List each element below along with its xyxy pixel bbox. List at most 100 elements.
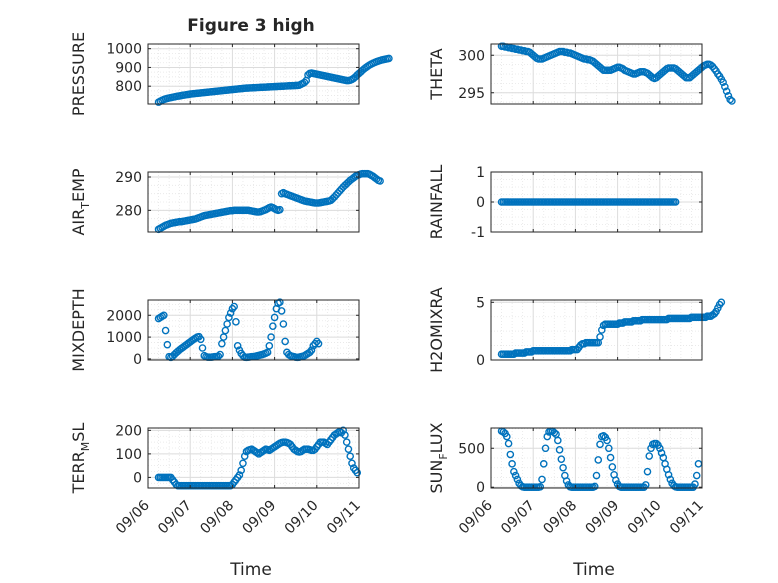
- data-point: [503, 432, 511, 441]
- data-point: [499, 428, 508, 436]
- data-point: [592, 471, 601, 480]
- subplot-right-2: -1 0 1 RAINFALL: [427, 165, 703, 241]
- y-axis-label-main: H2OMIXRA: [427, 287, 446, 373]
- y-axis-label-main: THETA: [427, 48, 446, 100]
- x-tick-label: 09/11: [324, 498, 364, 538]
- data-point: [307, 346, 316, 354]
- y-tick-label: 900: [115, 60, 142, 76]
- data-point: [554, 436, 562, 445]
- data-point: [216, 350, 224, 359]
- x-axis-label-left: Time: [229, 560, 272, 580]
- y-axis-label: RAINFALL: [427, 165, 446, 240]
- y-axis-label: TERRMSL: [69, 423, 92, 495]
- data-point: [267, 333, 275, 341]
- figure-title: Figure 3 high: [187, 16, 315, 36]
- y-tick-label: 0: [476, 195, 485, 211]
- subplot-left-3: 0 1000 2000 MIXDEPTH: [69, 288, 360, 372]
- data-point: [722, 87, 731, 96]
- data-point: [666, 475, 675, 484]
- y-tick-label: 800: [115, 79, 142, 95]
- y-axis-label-rest: EMP: [69, 168, 88, 202]
- axes-box: [147, 299, 360, 361]
- data-point: [511, 471, 520, 480]
- y-axis-label: H2OMIXRA: [427, 287, 446, 373]
- data-point: [506, 450, 515, 459]
- data-point: [671, 198, 680, 206]
- y-axis-label-main: TERR: [69, 451, 88, 494]
- data-point: [647, 444, 655, 453]
- axes-box: [490, 43, 703, 105]
- data-point: [276, 298, 284, 306]
- x-tick-label: 09/06: [113, 497, 153, 537]
- data-point: [612, 476, 620, 485]
- x-tick-label: 09/11: [667, 498, 707, 538]
- data-point: [557, 455, 566, 463]
- y-tick-label: -1: [471, 225, 485, 241]
- data-point: [221, 326, 230, 335]
- y-axis-label-subscript: F: [437, 453, 450, 459]
- data-point: [219, 333, 228, 341]
- data-point: [300, 78, 309, 87]
- y-axis-label: PRESSURE: [69, 32, 88, 116]
- y-axis-label-rest: SL: [69, 423, 88, 442]
- data-point: [728, 97, 736, 105]
- data-point: [536, 483, 545, 491]
- data-point: [265, 342, 274, 350]
- data-point: [510, 467, 518, 476]
- y-axis-label: SUNFLUX: [427, 422, 450, 493]
- data-point: [541, 444, 550, 453]
- y-tick-label: 290: [115, 170, 142, 186]
- data-point: [277, 307, 286, 315]
- y-axis-label-subscript: T: [79, 202, 92, 210]
- x-tick-label: 09/09: [240, 498, 280, 538]
- x-tick-label: 09/07: [498, 498, 538, 538]
- data-point: [341, 431, 349, 439]
- axes-box: [147, 171, 360, 233]
- data-point: [691, 480, 699, 488]
- y-tick-label: 5: [476, 295, 485, 311]
- data-point: [590, 482, 599, 491]
- data-point: [599, 431, 608, 440]
- data-point: [239, 459, 247, 468]
- data-point: [539, 460, 548, 468]
- data-point: [353, 468, 362, 477]
- y-tick-label: 0: [133, 470, 142, 486]
- y-tick-label: 0: [133, 352, 142, 368]
- data-point: [233, 342, 242, 350]
- data-point: [594, 456, 603, 464]
- y-tick-label: 1000: [106, 330, 142, 346]
- data-point: [562, 477, 571, 485]
- y-tick-label: 500: [458, 441, 485, 457]
- y-tick-label: 0: [476, 480, 485, 496]
- data-point: [270, 313, 279, 322]
- axes-box: [490, 299, 703, 361]
- data-point: [226, 309, 235, 317]
- data-point: [339, 426, 347, 435]
- y-tick-label: 1000: [106, 42, 142, 58]
- data-point: [645, 452, 654, 460]
- data-point: [161, 326, 170, 335]
- data-point: [724, 91, 733, 100]
- y-axis-label: THETA: [427, 48, 446, 100]
- y-tick-label: 200: [115, 423, 142, 439]
- data-point: [348, 459, 356, 468]
- data-point: [240, 452, 249, 461]
- y-tick-label: 295: [458, 86, 485, 102]
- y-tick-label: 1: [476, 165, 485, 181]
- x-tick-label: 09/10: [625, 498, 665, 538]
- data-point: [218, 339, 226, 348]
- data-point: [263, 348, 272, 357]
- data-point: [513, 475, 522, 484]
- y-axis-label-subscript: M: [79, 442, 92, 452]
- data-point: [721, 82, 729, 91]
- data-point: [550, 428, 559, 437]
- y-axis-label-main: RAINFALL: [427, 165, 446, 240]
- data-point: [603, 436, 611, 445]
- axes-box: [147, 43, 360, 105]
- data-point: [342, 438, 351, 446]
- subplot-right-1: 295 300 THETA: [427, 42, 736, 105]
- x-tick-label: 09/07: [155, 498, 195, 538]
- y-tick-label: 0: [476, 353, 485, 369]
- data-point: [726, 95, 734, 104]
